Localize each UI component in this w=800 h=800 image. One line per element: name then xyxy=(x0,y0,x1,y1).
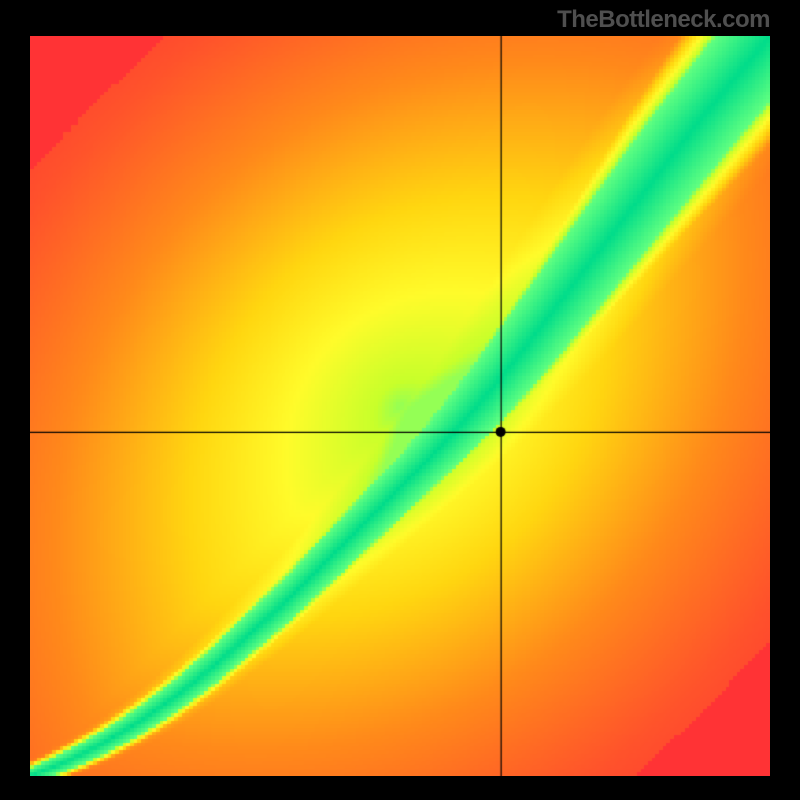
bottleneck-heatmap-canvas xyxy=(30,36,770,776)
watermark-text: TheBottleneck.com xyxy=(557,6,770,34)
chart-wrapper: TheBottleneck.com xyxy=(0,0,800,800)
